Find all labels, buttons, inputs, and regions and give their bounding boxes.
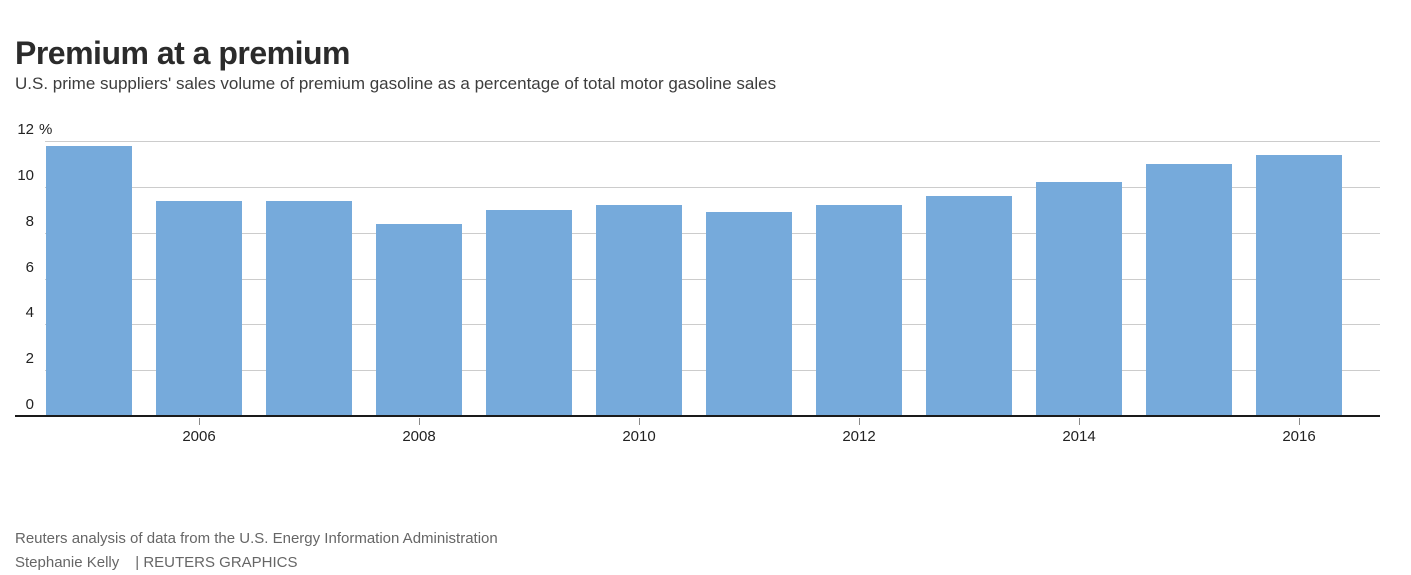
y-axis-label-2: 2 (25, 350, 34, 368)
x-tick-2014 (1079, 418, 1080, 425)
bar-2005 (46, 145, 132, 416)
y-axis-label-6: 6 (25, 258, 34, 276)
bar-2016 (1256, 154, 1342, 416)
x-axis-label-2010: 2010 (622, 428, 656, 445)
x-axis-line (15, 415, 1380, 417)
chart-subtitle: U.S. prime suppliers' sales volume of pr… (15, 74, 777, 93)
bar-2013 (926, 196, 1012, 416)
bar-2012 (816, 205, 902, 416)
x-axis-label-2008: 2008 (402, 428, 436, 445)
bar-chart: 0 2 4 6 8 10 12% 2006 2008 2010 2012 2014 2016 (15, 121, 1380, 445)
x-axis-label-2014: 2014 (1062, 428, 1096, 445)
x-tick-2006 (199, 418, 200, 425)
source-note: Reuters analysis of data from the U.S. E… (15, 530, 498, 547)
bar-2010 (596, 205, 682, 416)
y-axis-label-10: 10 (17, 166, 34, 184)
x-tick-2008 (419, 418, 420, 425)
x-tick-2010 (639, 418, 640, 425)
bar-2011 (706, 212, 792, 416)
x-axis-label-2012: 2012 (842, 428, 876, 445)
bar-2006 (156, 200, 242, 416)
gridline-10 (45, 186, 1380, 188)
y-axis-label-0: 0 (25, 396, 34, 413)
byline-author: Stephanie Kelly (15, 554, 120, 571)
bar-2014 (1036, 182, 1122, 416)
bar-2007 (266, 200, 352, 416)
y-axis-label-12: 12% (17, 121, 53, 138)
plot-area (45, 141, 1380, 416)
gridline-12 (45, 141, 1380, 142)
x-tick-2016 (1299, 418, 1300, 425)
bar-2009 (486, 209, 572, 416)
x-axis-label-2006: 2006 (182, 428, 216, 445)
byline: Stephanie Kelly | REUTERS GRAPHICS (15, 554, 298, 571)
byline-credit: | REUTERS GRAPHICS (135, 554, 298, 571)
y-axis-label-8: 8 (25, 212, 34, 230)
chart-title: Premium at a premium (15, 35, 351, 72)
y-axis-label-4: 4 (25, 304, 34, 322)
x-axis-label-2016: 2016 (1282, 428, 1316, 445)
x-tick-2012 (859, 418, 860, 425)
y-axis-unit: % (39, 121, 53, 138)
bar-2008 (376, 223, 462, 416)
bar-2015 (1146, 163, 1232, 416)
